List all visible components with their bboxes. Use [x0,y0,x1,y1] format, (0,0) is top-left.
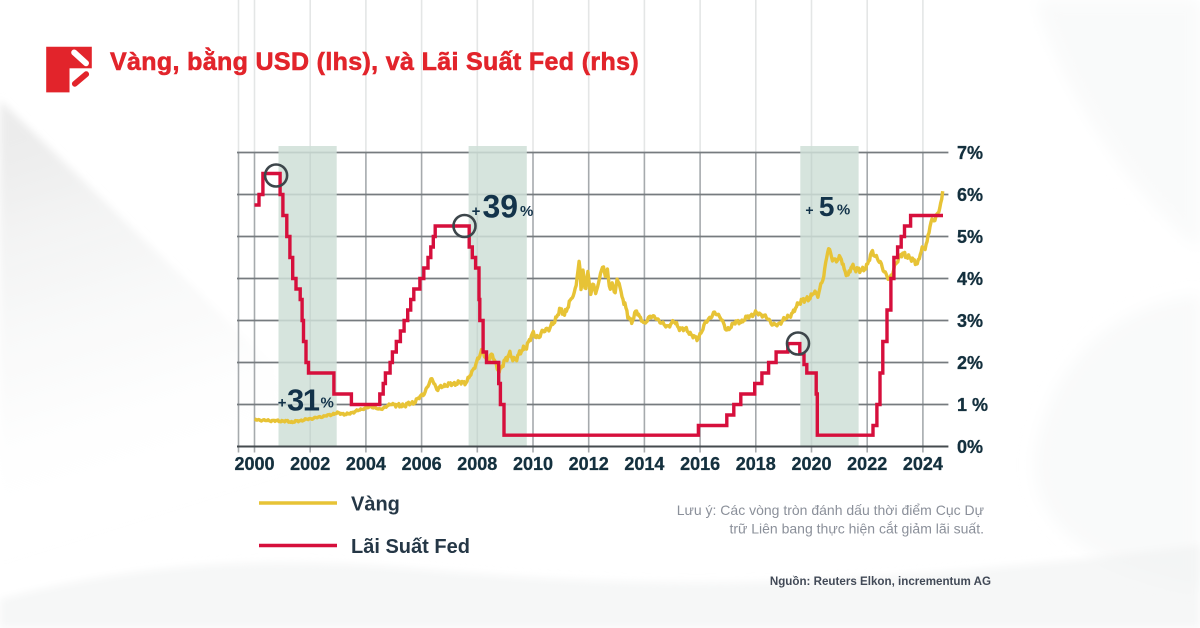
svg-text:2002: 2002 [290,454,330,474]
svg-text:trữ Liên bang thực hiện cắt gi: trữ Liên bang thực hiện cắt giảm lãi suấ… [729,521,984,537]
svg-text:2004: 2004 [346,454,386,474]
svg-text:2022: 2022 [847,454,887,474]
svg-text:%: % [321,395,334,412]
svg-text:39: 39 [483,188,519,224]
svg-text:5%: 5% [957,227,983,247]
svg-text:6%: 6% [957,185,983,205]
svg-text:31: 31 [287,383,320,418]
svg-text:2006: 2006 [402,454,442,474]
svg-text:Lãi Suất Fed: Lãi Suất Fed [351,536,470,558]
svg-text:2008: 2008 [457,454,497,474]
svg-text:Vàng: Vàng [351,494,400,516]
svg-text:2000: 2000 [234,454,274,474]
svg-text:2012: 2012 [569,454,609,474]
svg-text:2014: 2014 [624,454,664,474]
svg-text:%: % [520,203,533,220]
svg-text:7%: 7% [957,143,983,163]
svg-text:2016: 2016 [680,454,720,474]
svg-text:1 %: 1 % [957,395,988,415]
svg-text:%: % [837,202,850,219]
svg-text:2024: 2024 [903,454,943,474]
svg-text:+: + [278,395,287,412]
svg-text:Lưu ý: Các vòng tròn đánh dấu: Lưu ý: Các vòng tròn đánh dấu thời điểm … [677,502,984,518]
svg-text:Vàng, bằng USD (lhs), và Lãi S: Vàng, bằng USD (lhs), và Lãi Suất Fed (r… [110,46,639,76]
svg-text:+: + [472,203,481,220]
svg-text:Nguồn: Reuters Elkon, incremen: Nguồn: Reuters Elkon, incrementum AG [770,575,991,588]
svg-text:2018: 2018 [736,454,776,474]
svg-text:4%: 4% [957,269,983,289]
svg-text:5: 5 [819,191,835,222]
svg-text:+: + [805,202,813,218]
svg-text:0%: 0% [957,437,983,457]
svg-text:2010: 2010 [513,454,553,474]
svg-text:3%: 3% [957,311,983,331]
svg-text:2020: 2020 [791,454,831,474]
svg-text:2%: 2% [957,353,983,373]
